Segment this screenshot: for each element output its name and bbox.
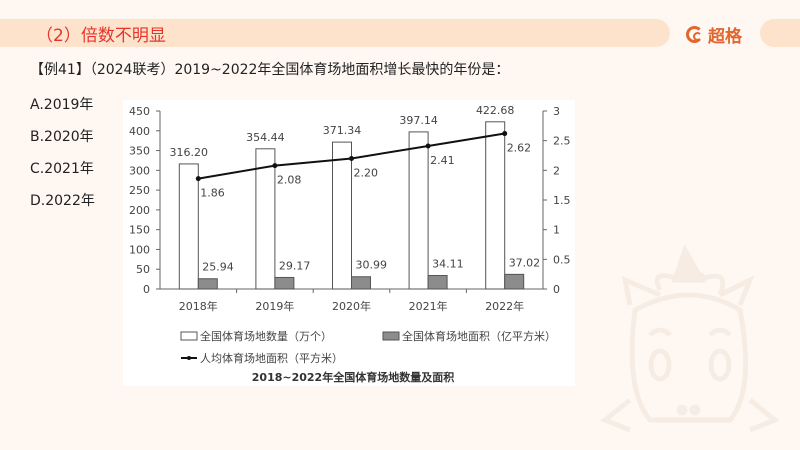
line-label-per-capita: 2.20 (354, 166, 379, 179)
bar-label-count: 371.34 (323, 124, 362, 137)
left-tick-label: 100 (129, 243, 150, 256)
right-tick-label: 3 (553, 105, 560, 118)
line-label-per-capita: 2.62 (507, 142, 532, 155)
right-tick-label: 2 (553, 164, 560, 177)
bar-label-area: 25.94 (202, 261, 234, 274)
left-tick-label: 50 (136, 263, 150, 276)
left-tick-label: 200 (129, 204, 150, 217)
left-tick-label: 0 (143, 283, 150, 296)
legend-label-area: 全国体育场地面积（亿平方米） (402, 329, 556, 343)
right-tick-label: 0.5 (553, 253, 571, 266)
x-category-label: 2021年 (409, 299, 448, 313)
section-title: （2）倍数不明显 (36, 26, 166, 46)
x-category-label: 2022年 (485, 299, 524, 313)
legend-swatch-area (382, 331, 400, 341)
legend-label-count: 全国体育场地数量（万个） (200, 329, 332, 343)
bar-label-count: 397.14 (399, 114, 438, 127)
bar-venue-count (485, 121, 506, 290)
section-header: （2）倍数不明显 超格 (0, 19, 800, 47)
bar-label-area: 29.17 (279, 259, 311, 272)
unicorn-mascot-watermark (600, 243, 780, 433)
chart-panel: 0 50 100 150 200 250 300 350 400 450 0 0.5 1 1.5 2 2.5 3… (123, 100, 575, 386)
x-category-label: 2019年 (255, 299, 294, 313)
brand-logo: 超格 (686, 22, 742, 47)
brand-name: 超格 (708, 27, 742, 47)
legend-label-per-capita: 人均体育场地面积（平方米） (200, 351, 343, 365)
line-marker (272, 163, 278, 169)
bar-label-area: 37.02 (509, 256, 541, 269)
header-pill-decoration (760, 19, 800, 47)
line-label-per-capita: 1.86 (200, 187, 225, 200)
option-b[interactable]: B.2020年 (30, 129, 94, 145)
option-a[interactable]: A.2019年 (30, 97, 94, 113)
bar-label-count: 316.20 (170, 146, 209, 159)
legend-swatch-count (180, 331, 198, 341)
left-tick-label: 400 (129, 125, 150, 138)
header-band: （2）倍数不明显 (0, 19, 670, 47)
right-tick-label: 2.5 (553, 135, 571, 148)
bar-label-area: 30.99 (356, 259, 388, 272)
bar-label-area: 34.11 (432, 258, 464, 271)
answer-options: A.2019年 B.2020年 C.2021年 D.2022年 (30, 94, 95, 222)
left-tick-label: 350 (129, 145, 150, 158)
x-category-label: 2018年 (179, 299, 218, 313)
left-tick-label: 250 (129, 184, 150, 197)
option-c[interactable]: C.2021年 (30, 161, 94, 177)
left-tick-label: 150 (129, 224, 150, 237)
right-tick-label: 1 (553, 224, 560, 237)
legend-marker (187, 356, 191, 360)
bar-venue-area (274, 276, 295, 290)
bar-venue-count (332, 141, 352, 290)
left-tick-label: 300 (129, 164, 150, 177)
bar-venue-area (427, 275, 448, 290)
left-tick-label: 450 (129, 105, 150, 118)
right-tick-label: 1.5 (553, 194, 571, 207)
bar-venue-area (504, 273, 525, 290)
bar-venue-count (178, 163, 199, 290)
chart-title: 2018~2022年全国体育场地数量及面积 (252, 370, 454, 384)
question-text: 【例41】（2024联考）2019~2022年全国体育场地面积增长最快的年份是： (30, 62, 510, 78)
line-marker (502, 131, 508, 137)
brand-g-icon (686, 26, 703, 43)
line-label-per-capita: 2.41 (430, 154, 455, 167)
line-marker (425, 143, 431, 149)
combo-chart: 0 50 100 150 200 250 300 350 400 450 0 0.5 1 1.5 2 2.5 3… (129, 104, 571, 384)
line-marker (349, 155, 354, 161)
right-tick-label: 0 (553, 283, 560, 296)
line-marker (195, 176, 201, 182)
bar-venue-count (255, 148, 276, 290)
bar-label-count: 422.68 (476, 104, 515, 117)
option-d[interactable]: D.2022年 (30, 193, 95, 209)
x-category-label: 2020年 (332, 299, 371, 313)
bar-venue-area (197, 278, 218, 290)
bar-label-count: 354.44 (246, 131, 285, 144)
bar-venue-count (408, 131, 429, 290)
bar-venue-area (351, 276, 371, 290)
line-label-per-capita: 2.08 (277, 174, 302, 187)
